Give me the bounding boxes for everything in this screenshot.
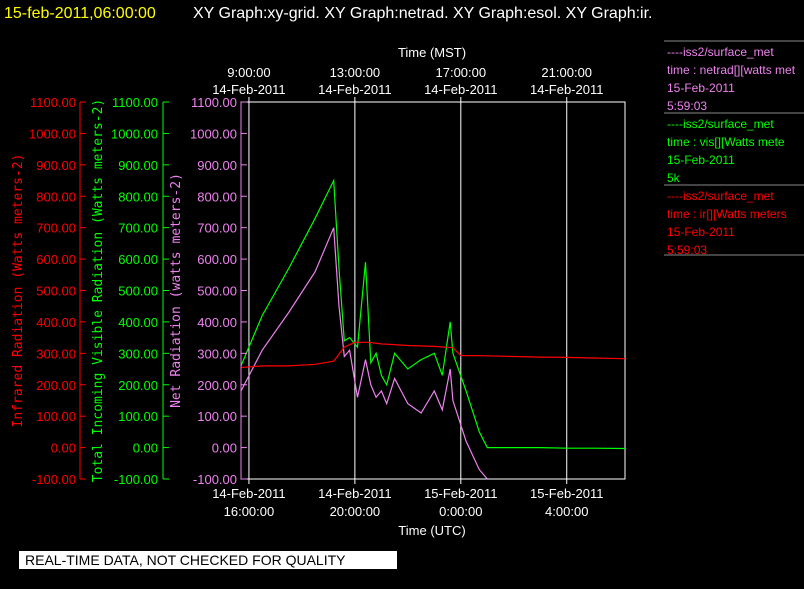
- y-tick-label: 400.00: [197, 315, 237, 330]
- legend-line: ----iss2/surface_met: [667, 45, 774, 59]
- y-tick-label: 1000.00: [111, 126, 158, 141]
- top-tick-time: 21:00:00: [541, 65, 592, 80]
- y-tick-label: 800.00: [197, 189, 237, 204]
- y-tick-label: 600.00: [197, 252, 237, 267]
- legend-line: ----iss2/surface_met: [667, 117, 774, 131]
- legend-line: ----iss2/surface_met: [667, 189, 774, 203]
- top-tick-date: 14-Feb-2011: [318, 82, 391, 97]
- legend-line: 5k: [667, 171, 681, 185]
- y-tick-label: 1100.00: [112, 95, 158, 110]
- y-tick-label: 300.00: [118, 346, 158, 361]
- legend-line: time : vis[][Watts mete: [667, 135, 785, 149]
- y-tick-label: 600.00: [36, 252, 76, 267]
- y-tick-label: 500.00: [197, 284, 237, 299]
- y-tick-label: 300.00: [197, 346, 237, 361]
- y-tick-label: 1100.00: [191, 95, 237, 110]
- legend-line: 5:59:03: [667, 99, 707, 113]
- y-tick-label: 500.00: [118, 284, 158, 299]
- top-tick-date: 14-Feb-2011: [424, 82, 497, 97]
- legend-line: 15-Feb-2011: [667, 153, 735, 167]
- y-tick-label: 900.00: [197, 158, 237, 173]
- y-tick-label: 900.00: [36, 158, 76, 173]
- legend-line: 5:59:03: [667, 243, 707, 257]
- plot-frame: [240, 101, 626, 480]
- series-layer: [240, 178, 626, 480]
- bottom-tick-date: 15-Feb-2011: [424, 486, 497, 501]
- y-tick-label: 600.00: [118, 252, 158, 267]
- y-tick-label: 100.00: [197, 409, 237, 424]
- y-tick-label: 200.00: [118, 378, 158, 393]
- y-axis-2: 1100.00 1000.00 900.00 800.00 700.00 600.00 50…: [169, 95, 247, 487]
- y-tick-label: -100.00: [32, 472, 76, 487]
- y-tick-label: 100.00: [36, 409, 76, 424]
- y-tick-label: 1000.00: [190, 126, 237, 141]
- bottom-axis-title: Time (UTC): [398, 523, 465, 538]
- y-axis-1: 1100.00 1000.00 900.00 800.00 700.00 600.00 50…: [91, 95, 169, 487]
- y-tick-label: 200.00: [197, 378, 237, 393]
- top-tick-time: 13:00:00: [330, 65, 381, 80]
- axes-layer: 1100.00 1000.00 900.00 800.00 700.00 600.00 50…: [11, 95, 247, 487]
- y-tick-label: 700.00: [197, 221, 237, 236]
- y-axis-0: 1100.00 1000.00 900.00 800.00 700.00 600.00 50…: [11, 95, 86, 487]
- plot-border: [240, 101, 626, 480]
- y-axis-title-2: Net Radiation (watts meters-2): [169, 173, 184, 408]
- y-tick-label: 700.00: [36, 221, 76, 236]
- y-tick-label: 800.00: [118, 189, 158, 204]
- top-tick-date: 14-Feb-2011: [530, 82, 603, 97]
- y-tick-label: 500.00: [36, 284, 76, 299]
- y-tick-label: 1100.00: [30, 95, 76, 110]
- y-tick-label: 0.00: [212, 441, 237, 456]
- y-tick-label: -100.00: [193, 472, 237, 487]
- y-tick-label: 0.00: [51, 441, 76, 456]
- quality-banner: REAL-TIME DATA, NOT CHECKED FOR QUALITY: [19, 551, 397, 569]
- y-tick-label: -100.00: [114, 472, 158, 487]
- header-graphs: XY Graph:xy-grid. XY Graph:netrad. XY Gr…: [193, 5, 653, 22]
- bottom-tick-time: 20:00:00: [330, 504, 381, 519]
- top-axis-title: Time (MST): [398, 45, 466, 60]
- y-axis-title-1: Total Incoming Visible Radiation (Watts …: [91, 99, 106, 483]
- series-line-2: [240, 341, 626, 369]
- legend-line: time : ir[][Watts meters: [667, 207, 787, 221]
- bottom-tick-time: 4:00:00: [545, 504, 588, 519]
- y-tick-label: 200.00: [36, 378, 76, 393]
- gridlines: [248, 102, 568, 479]
- top-tick-date: 14-Feb-2011: [212, 82, 285, 97]
- y-tick-label: 800.00: [36, 189, 76, 204]
- series-line-1: [240, 227, 488, 480]
- bottom-tick-date: 14-Feb-2011: [212, 486, 285, 501]
- top-tick-time: 9:00:00: [227, 65, 270, 80]
- bottom-tick-time: 16:00:00: [224, 504, 275, 519]
- bottom-tick-time: 0:00:00: [439, 504, 482, 519]
- y-tick-label: 1000.00: [29, 126, 76, 141]
- y-tick-label: 0.00: [133, 441, 158, 456]
- y-tick-label: 900.00: [118, 158, 158, 173]
- y-tick-label: 400.00: [36, 315, 76, 330]
- y-axis-title-0: Infrared Radiation (Watts meters-2): [11, 154, 26, 428]
- series-line-0: [240, 178, 626, 450]
- bottom-tick-date: 15-Feb-2011: [530, 486, 603, 501]
- y-tick-label: 300.00: [36, 346, 76, 361]
- top-tick-time: 17:00:00: [436, 65, 487, 80]
- legend-line: 15-Feb-2011: [667, 225, 735, 239]
- legend-line: 15-Feb-2011: [667, 81, 735, 95]
- header-datetime: 15-feb-2011,06:00:00: [4, 5, 156, 22]
- x-ticks: 9:00:00 14-Feb-2011 13:00:00 14-Feb-2011 17:…: [212, 65, 603, 519]
- legend-line: time : netrad[][watts met: [667, 63, 796, 77]
- y-tick-label: 100.00: [118, 409, 158, 424]
- bottom-tick-date: 14-Feb-2011: [318, 486, 391, 501]
- y-tick-label: 400.00: [118, 315, 158, 330]
- y-tick-label: 700.00: [118, 221, 158, 236]
